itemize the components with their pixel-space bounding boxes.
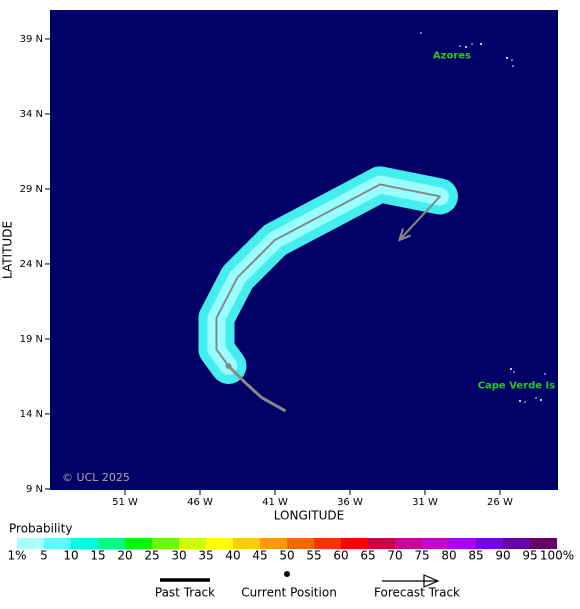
color-swatch — [530, 538, 557, 549]
legend-label: 20 — [117, 549, 132, 563]
map — [198, 166, 458, 413]
x-tick-label: 26 W — [487, 497, 513, 508]
legend-label: 30 — [171, 549, 186, 563]
forecast-track-key — [382, 574, 440, 588]
color-swatch — [179, 538, 206, 549]
x-tick-label: 36 W — [337, 497, 363, 508]
color-swatch — [17, 538, 44, 549]
legend-label: 50 — [279, 549, 294, 563]
legend-label: 75 — [414, 549, 429, 563]
y-tick-label: 24 N — [20, 259, 43, 270]
color-swatch — [152, 538, 179, 549]
legend-label: 70 — [387, 549, 402, 563]
legend-label: 95 — [522, 549, 537, 563]
place-label: Cape Verde Is — [478, 380, 556, 391]
color-swatch — [206, 538, 233, 549]
past-track-label: Past Track — [155, 586, 215, 600]
color-swatch — [125, 538, 152, 549]
x-tick-label: 51 W — [112, 497, 138, 508]
y-tick-label: 34 N — [20, 109, 43, 120]
legend-label: 60 — [333, 549, 348, 563]
color-swatch — [260, 538, 287, 549]
copyright: © UCL 2025 — [62, 471, 130, 484]
legend-label: 45 — [252, 549, 267, 563]
past-track — [227, 364, 287, 413]
forecast-track — [215, 183, 441, 367]
legend-label: 35 — [198, 549, 213, 563]
legend-label: 85 — [468, 549, 483, 563]
color-swatch — [287, 538, 314, 549]
y-tick-label: 29 N — [20, 184, 43, 195]
color-swatch — [503, 538, 530, 549]
legend-label: 5 — [40, 549, 48, 563]
color-swatch — [395, 538, 422, 549]
legend-label: 1% — [7, 549, 26, 563]
color-bar — [17, 538, 557, 549]
forecast-arrow-head — [397, 228, 412, 242]
forecast-track-label: Forecast Track — [374, 586, 460, 600]
color-swatch — [422, 538, 449, 549]
legend-label: 100% — [540, 549, 574, 563]
islands — [420, 32, 546, 403]
legend-title: Probability — [9, 522, 72, 536]
y-tick-label: 14 N — [20, 409, 43, 420]
legend-label: 25 — [144, 549, 159, 563]
x-axis-title: LONGITUDE — [274, 509, 344, 523]
color-swatch — [71, 538, 98, 549]
legend-label: 55 — [306, 549, 321, 563]
x-tick-label: 31 W — [412, 497, 438, 508]
place-label: Azores — [433, 50, 471, 61]
color-swatch — [314, 538, 341, 549]
color-swatch — [98, 538, 125, 549]
color-swatch — [341, 538, 368, 549]
legend-label: 10 — [63, 549, 78, 563]
color-swatch — [44, 538, 71, 549]
legend-label: 90 — [495, 549, 510, 563]
map-background — [50, 10, 558, 490]
current-position-key — [284, 571, 290, 577]
y-axis-title: LATITUDE — [1, 221, 15, 279]
y-tick-label: 9 N — [26, 484, 43, 495]
color-swatch — [449, 538, 476, 549]
x-tick-label: 46 W — [187, 497, 213, 508]
current-position-label: Current Position — [241, 586, 337, 600]
y-tick-label: 39 N — [20, 34, 43, 45]
legend-label: 65 — [360, 549, 375, 563]
current-position — [225, 362, 232, 369]
y-tick-label: 19 N — [20, 334, 43, 345]
x-tick-label: 41 W — [262, 497, 288, 508]
color-swatch — [476, 538, 503, 549]
legend-label: 40 — [225, 549, 240, 563]
legend-label: 15 — [90, 549, 105, 563]
color-swatch — [368, 538, 395, 549]
legend-label: 80 — [441, 549, 456, 563]
color-swatch — [233, 538, 260, 549]
